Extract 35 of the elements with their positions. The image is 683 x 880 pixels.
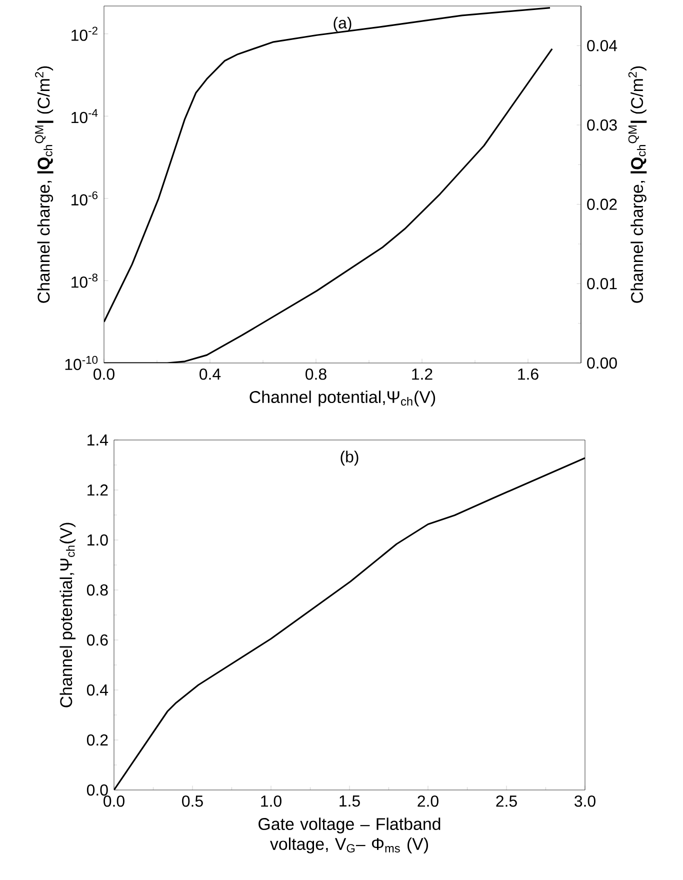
y-tick-label: 0.0 [86,784,108,796]
annotation: (a) [334,16,352,32]
y-axis-title: Channel potential,Ψ$_{ch}$(V) [60,522,76,708]
y2-tick-label: 0.02 [587,198,617,210]
x-tick-label: 0.0 [104,796,124,807]
x-tick-label: 0.8 [306,368,326,380]
y-tick-label: 10$^{-4}$ [72,109,98,124]
x-axis-title: Channel potential,Ψ$_{ch}$(V) [250,390,436,406]
y2-tick-label: 0.03 [587,119,617,131]
x-tick-label: 3.0 [574,796,596,807]
y-tick-label: 1.2 [88,484,108,496]
y-tick-label: 10$^{-8}$ [72,274,98,288]
x-tick-label: 1.5 [340,796,360,807]
y-tick-label: 0.2 [86,734,108,746]
y-tick-label: 1.4 [88,434,108,446]
y2-tick-label: 0.01 [587,278,617,290]
x-tick-label: 0.4 [200,368,221,380]
x-axis-title: Gate voltage – Flatband voltage, V$_{G}$– Φ$_{ms}$ (V) [258,818,440,854]
x-tick-label: 1.0 [261,796,282,807]
x-tick-label: 1.6 [518,368,538,380]
y-tick-label: 0.6 [86,634,108,646]
x-tick-label: 1.2 [412,368,432,380]
x-tick-label: 2.0 [418,796,438,807]
y-tick-label: 1.0 [88,534,108,546]
y2-axis-title: Channel charge, |Q$_{ch}$$^{QM}$| (C/m$^{2}$) [628,66,647,303]
y-tick-label: 0.4 [86,684,108,696]
x-tick-label: 2.5 [496,796,517,807]
y-tick-label: 10$^{-6}$ [72,191,98,206]
y2-tick-label: 0.00 [587,357,617,369]
x-tick-label: 0.5 [182,796,203,807]
y2-tick-label: 0.04 [587,40,618,52]
annotation: (b) [340,450,358,466]
y-tick-label: 10$^{-2}$ [72,26,98,41]
y-axis-title: Channel charge, |Q$_{ch}$$^{QM}$| (C/m$^{2}$) [35,66,54,303]
y-tick-label: 0.8 [86,584,108,596]
